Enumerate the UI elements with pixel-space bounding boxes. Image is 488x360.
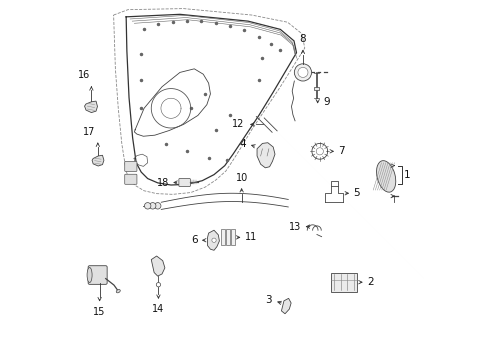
Circle shape: [144, 203, 151, 209]
Text: 17: 17: [83, 127, 96, 136]
Circle shape: [316, 148, 323, 155]
Ellipse shape: [87, 267, 92, 283]
Polygon shape: [151, 256, 164, 276]
Text: 2: 2: [366, 277, 373, 287]
FancyBboxPatch shape: [88, 266, 107, 284]
Text: 13: 13: [288, 222, 301, 231]
Polygon shape: [207, 230, 219, 250]
Ellipse shape: [297, 67, 307, 77]
Text: 15: 15: [93, 307, 105, 316]
Text: 9: 9: [323, 97, 329, 107]
Circle shape: [154, 203, 161, 209]
Text: 3: 3: [265, 295, 271, 305]
Text: 14: 14: [152, 304, 164, 314]
FancyBboxPatch shape: [124, 161, 137, 171]
Bar: [221, 229, 224, 245]
FancyBboxPatch shape: [124, 174, 137, 184]
Circle shape: [156, 283, 160, 287]
Bar: [231, 229, 235, 245]
Polygon shape: [92, 155, 104, 166]
Text: 12: 12: [232, 120, 244, 129]
Text: 6: 6: [190, 235, 197, 245]
Polygon shape: [281, 298, 290, 314]
Text: 7: 7: [338, 146, 345, 156]
Polygon shape: [84, 101, 97, 113]
Circle shape: [211, 238, 216, 242]
Circle shape: [149, 203, 156, 209]
Text: 18: 18: [156, 177, 168, 188]
Text: 8: 8: [299, 35, 305, 44]
Ellipse shape: [116, 289, 120, 293]
Text: 16: 16: [78, 70, 90, 80]
Bar: [226, 229, 230, 245]
Text: 10: 10: [235, 173, 247, 183]
Polygon shape: [257, 143, 274, 168]
Bar: [313, 87, 319, 90]
FancyBboxPatch shape: [179, 179, 190, 186]
Text: 11: 11: [244, 232, 257, 242]
Text: 5: 5: [353, 188, 359, 198]
Bar: [330, 273, 357, 292]
Text: 1: 1: [403, 170, 410, 180]
Ellipse shape: [294, 64, 311, 81]
Text: 4: 4: [239, 139, 245, 149]
Ellipse shape: [376, 161, 395, 192]
